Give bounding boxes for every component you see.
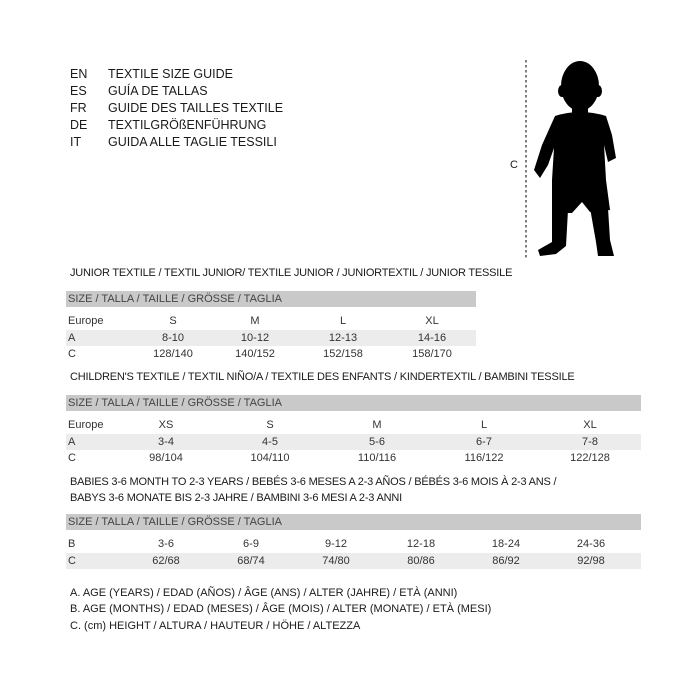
cell: 12-18 bbox=[406, 538, 436, 550]
cell: 158/170 bbox=[412, 348, 452, 360]
cell: 5-6 bbox=[369, 435, 385, 448]
cell: 10-12 bbox=[240, 331, 270, 344]
header-label: SIZE / TALLA / TAILLE / GRÖSSE / TAGLIA bbox=[68, 516, 282, 528]
table-row: C 62/68 68/74 74/80 80/86 86/92 92/98 bbox=[66, 552, 641, 569]
legend-c: C. (cm) HEIGHT / ALTURA / HAUTEUR / HÖHE… bbox=[70, 620, 361, 632]
cell: 110/116 bbox=[357, 452, 397, 464]
lang-title: GUIDE DES TAILLES TEXTILE bbox=[108, 101, 284, 115]
cell: 98/104 bbox=[149, 452, 183, 464]
babies-section-title-line1: BABIES 3-6 MONTH TO 2-3 YEARS / BEBÉS 3-… bbox=[70, 476, 557, 488]
cell: 68/74 bbox=[237, 554, 265, 567]
cell: 92/98 bbox=[577, 554, 605, 567]
lang-code: DE bbox=[70, 118, 88, 132]
lang-code: IT bbox=[70, 135, 82, 149]
junior-size-table: SIZE / TALLA / TAILLE / GRÖSSE / TAGLIA … bbox=[66, 291, 476, 363]
cell: 6-9 bbox=[243, 538, 259, 550]
table-row: C 128/140 140/152 152/158 158/170 bbox=[66, 346, 476, 363]
cell: 4-5 bbox=[262, 435, 278, 448]
height-measure-label: C bbox=[510, 159, 518, 171]
cell: 116/122 bbox=[464, 452, 504, 464]
babies-size-table: SIZE / TALLA / TAILLE / GRÖSSE / TAGLIA … bbox=[66, 514, 641, 569]
cell: 18-24 bbox=[491, 538, 521, 550]
cell: 12-13 bbox=[328, 331, 358, 344]
cell: M bbox=[250, 315, 260, 327]
cell: L bbox=[339, 315, 347, 327]
table-header: SIZE / TALLA / TAILLE / GRÖSSE / TAGLIA bbox=[66, 291, 476, 307]
lang-code: EN bbox=[70, 67, 88, 81]
cell: 7-8 bbox=[582, 435, 598, 448]
cell: 122/128 bbox=[570, 452, 610, 464]
row-label: C bbox=[68, 554, 76, 567]
cell: M bbox=[372, 419, 382, 431]
table-header: SIZE / TALLA / TAILLE / GRÖSSE / TAGLIA bbox=[66, 395, 641, 411]
table-row: Europe S M L XL bbox=[66, 313, 476, 330]
table-row: A 8-10 10-12 12-13 14-16 bbox=[66, 329, 476, 346]
lang-code: ES bbox=[70, 84, 87, 98]
cell: 86/92 bbox=[492, 554, 520, 567]
table-row: C 98/104 104/110 110/116 116/122 122/128 bbox=[66, 450, 641, 467]
row-label: B bbox=[68, 538, 76, 550]
cell: 80/86 bbox=[407, 554, 435, 567]
cell: 140/152 bbox=[235, 348, 275, 360]
lang-title: GUIDA ALLE TAGLIE TESSILI bbox=[108, 135, 277, 149]
cell: 24-36 bbox=[576, 538, 606, 550]
lang-code: FR bbox=[70, 101, 87, 115]
cell: XL bbox=[583, 419, 597, 431]
junior-section-title: JUNIOR TEXTILE / TEXTIL JUNIOR/ TEXTILE … bbox=[70, 267, 513, 279]
cell: L bbox=[480, 419, 488, 431]
cell: 104/110 bbox=[250, 452, 290, 464]
cell: 62/68 bbox=[152, 554, 180, 567]
row-label: Europe bbox=[68, 419, 104, 431]
row-label: A bbox=[68, 331, 76, 344]
table-header: SIZE / TALLA / TAILLE / GRÖSSE / TAGLIA bbox=[66, 514, 641, 530]
babies-section-title-line2: BABYS 3-6 MONATE BIS 2-3 JAHRE / BAMBINI… bbox=[70, 492, 402, 504]
cell: S bbox=[169, 315, 177, 327]
children-section-title: CHILDREN'S TEXTILE / TEXTIL NIÑO/A / TEX… bbox=[70, 371, 575, 383]
cell: 3-4 bbox=[158, 435, 174, 448]
cell: 74/80 bbox=[322, 554, 350, 567]
table-row: B 3-6 6-9 9-12 12-18 18-24 24-36 bbox=[66, 536, 641, 553]
lang-title: TEXTILGRÖßENFÜHRUNG bbox=[108, 118, 267, 132]
lang-title: GUÍA DE TALLAS bbox=[108, 84, 208, 98]
children-size-table: SIZE / TALLA / TAILLE / GRÖSSE / TAGLIA … bbox=[66, 395, 641, 467]
legend-b: B. AGE (MONTHS) / EDAD (MESES) / ÂGE (MO… bbox=[70, 603, 492, 615]
cell: 6-7 bbox=[476, 435, 492, 448]
cell: 152/158 bbox=[323, 348, 363, 360]
header-label: SIZE / TALLA / TAILLE / GRÖSSE / TAGLIA bbox=[68, 293, 282, 305]
row-label: C bbox=[68, 452, 76, 464]
cell: 9-12 bbox=[324, 538, 348, 550]
cell: XS bbox=[158, 419, 174, 431]
row-label: C bbox=[68, 348, 76, 360]
cell: 8-10 bbox=[161, 331, 185, 344]
child-silhouette-icon bbox=[525, 60, 616, 258]
row-label: A bbox=[68, 435, 76, 448]
table-row: A 3-4 4-5 5-6 6-7 7-8 bbox=[66, 433, 641, 450]
cell: 3-6 bbox=[158, 538, 174, 550]
cell: S bbox=[266, 419, 274, 431]
table-row: Europe XS S M L XL bbox=[66, 417, 641, 434]
cell: 14-16 bbox=[417, 331, 447, 344]
cell: 128/140 bbox=[153, 348, 193, 360]
legend-a: A. AGE (YEARS) / EDAD (AÑOS) / ÂGE (ANS)… bbox=[70, 587, 458, 599]
lang-title: TEXTILE SIZE GUIDE bbox=[108, 67, 234, 81]
row-label: Europe bbox=[68, 315, 104, 327]
header-label: SIZE / TALLA / TAILLE / GRÖSSE / TAGLIA bbox=[68, 397, 282, 409]
cell: XL bbox=[425, 315, 439, 327]
